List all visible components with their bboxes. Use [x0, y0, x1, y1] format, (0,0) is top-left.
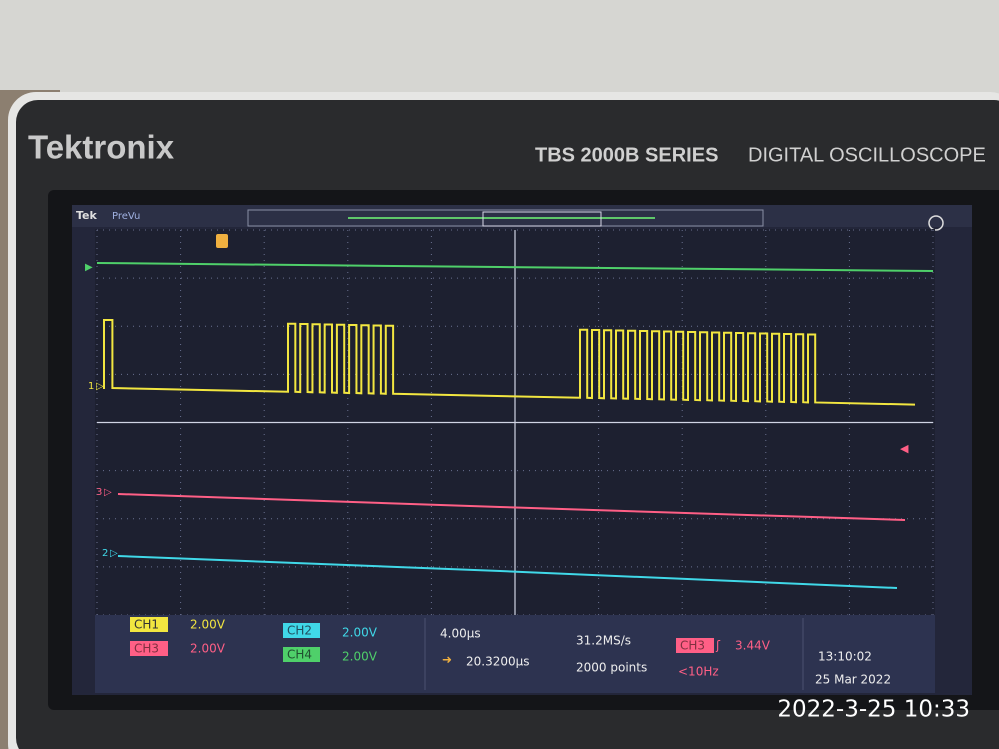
- traces: [96, 262, 934, 589]
- mode: PreVu: [112, 211, 140, 222]
- trigger-source: CH3: [680, 639, 705, 653]
- ch3-trace: [117, 493, 906, 521]
- brand: Tektronix: [28, 129, 175, 166]
- ch4-marker: ▶: [85, 262, 93, 273]
- help-icon[interactable]: [928, 215, 944, 231]
- timebase: 4.00µs: [440, 627, 481, 641]
- trigger-frequency: <10Hz: [678, 665, 719, 679]
- ch1-arrow: ▷: [96, 381, 104, 392]
- record-window: [482, 211, 602, 227]
- ch4-scale: 2.00V: [342, 650, 378, 664]
- ch2-scale: 2.00V: [342, 626, 378, 640]
- trigger-level: 3.44V: [735, 639, 771, 653]
- record-length: 2000 points: [576, 661, 647, 675]
- ch4-label: CH4: [287, 648, 312, 662]
- ch1-label: CH1: [134, 618, 159, 632]
- ch2-marker: 2: [102, 548, 108, 559]
- clock-time: 13:10:02: [818, 650, 872, 664]
- brand-tag: Tek: [76, 209, 98, 222]
- ch3-marker: 3: [96, 487, 102, 498]
- ch1-scale: 2.00V: [190, 618, 226, 632]
- ch1-badge: [130, 617, 168, 632]
- ch3-badge: [130, 641, 168, 656]
- top-bar: [72, 205, 972, 227]
- ch3-arrow: ▷: [104, 487, 112, 498]
- position: 20.3200µs: [466, 655, 530, 669]
- product: DIGITAL OSCILLOSCOPE: [748, 144, 986, 166]
- ch3-scale: 2.00V: [190, 642, 226, 656]
- ch2-label: CH2: [287, 624, 312, 638]
- series: TBS 2000B SERIES: [535, 144, 718, 166]
- wall: [0, 0, 999, 100]
- ch2-badge: [283, 623, 320, 638]
- ch3-label: CH3: [134, 642, 159, 656]
- ch1-trace: [102, 319, 916, 406]
- ch1-marker: 1: [88, 381, 94, 392]
- trigger-slope: ʃ: [715, 639, 721, 653]
- clock-date: 25 Mar 2022: [815, 673, 891, 687]
- sample-rate: 31.2MS/s: [576, 634, 631, 648]
- ch4-badge: [283, 647, 320, 662]
- trigger-position: [216, 234, 228, 248]
- trigger-level-marker: ◀: [900, 442, 909, 455]
- status-bar: [95, 615, 935, 693]
- trigger-badge: [676, 638, 714, 653]
- ch4-trace: [96, 262, 934, 272]
- position-arrow: ➜: [442, 653, 452, 667]
- photo-timestamp: 2022-3-25 10:33: [777, 697, 970, 723]
- ch2-arrow: ▷: [110, 548, 118, 559]
- ch2-trace: [117, 555, 898, 589]
